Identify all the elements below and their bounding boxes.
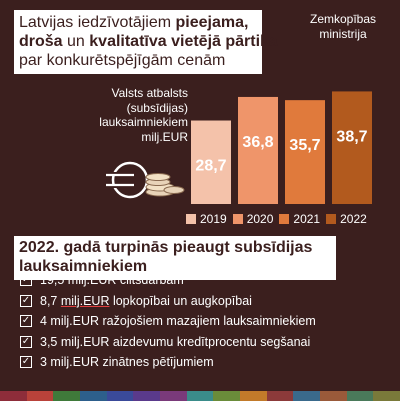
section-title-line-2: lauksaimniekiem — [19, 258, 148, 275]
list-item-text: 3,5 milj.EUR aizdevumu kredītprocentu se… — [40, 334, 311, 349]
color-strip-segment — [293, 391, 321, 401]
chart-y-label: Valsts atbalsts (subsīdijas) lauksaimnie… — [60, 86, 188, 144]
legend-item: 2022 — [326, 212, 367, 226]
list-item-text: 3 milj.EUR zinātnes pētījumiem — [40, 355, 214, 370]
section-title-box: 2022. gadā turpinās pieaugt subsīdijas l… — [14, 236, 336, 280]
list-item-text-part: lopkopībai un augkopībai — [109, 293, 252, 308]
color-strip-segment — [26, 391, 54, 401]
title-line-1: Latvijas iedzīvotājiem pieejama, — [19, 13, 257, 32]
list-item: ✓ 4 milj.EUR ražojošiem mazajiem lauksai… — [20, 311, 316, 332]
header-title-box: Latvijas iedzīvotājiem pieejama, droša u… — [14, 10, 278, 74]
bar-2022 — [332, 91, 372, 204]
bar-value-label: 36,8 — [242, 134, 273, 151]
bars-group: 28,7 36,8 35,7 38,7 — [191, 91, 372, 204]
color-strip-segment — [133, 391, 161, 401]
y-label-line: milj.EUR — [141, 129, 188, 144]
color-strip-segment — [106, 391, 134, 401]
list-item: ✓ 3 milj.EUR zinātnes pētījumiem — [20, 352, 316, 373]
ministry-line-1: Zemkopības — [309, 12, 377, 26]
bar-value-label: 38,7 — [336, 128, 367, 145]
color-strip-segment — [320, 391, 347, 401]
list-item: ✓ 3,5 milj.EUR aizdevumu kredītprocentu … — [20, 332, 316, 353]
title-bold-text: pieejama, — [175, 14, 249, 31]
list-item: ✓ 8,7 milj.EUR lopkopībai un augkopībai — [20, 291, 316, 312]
subsidy-list: ✓ 19,5 milj.EUR ciltsdarbam ✓ 8,7 milj.E… — [20, 270, 316, 373]
color-strip-segment — [0, 391, 27, 401]
bar-value-label: 28,7 — [195, 158, 226, 175]
ministry-line-2: ministrija — [319, 27, 367, 41]
ministry-label: Zemkopības ministrija — [298, 12, 388, 42]
bar-2021 — [285, 100, 325, 204]
title-text: Latvijas iedzīvotājiem — [19, 14, 176, 31]
section-title-line-1: 2022. gadā turpinās pieaugt subsīdijas — [19, 239, 313, 256]
color-strip-segment — [160, 391, 187, 401]
check-icon: ✓ — [20, 315, 32, 328]
legend-label: 2021 — [293, 212, 321, 226]
legend-label: 2022 — [340, 212, 367, 226]
color-strip-segment — [240, 391, 267, 401]
bar-value-label: 35,7 — [289, 137, 320, 154]
legend-swatch — [326, 214, 337, 224]
legend-item: 2021 — [279, 212, 320, 226]
legend-label: 2020 — [246, 212, 274, 226]
check-icon: ✓ — [20, 356, 32, 369]
color-strip-segment — [346, 391, 374, 401]
color-strip-segment — [53, 391, 81, 401]
title-text: un — [62, 33, 90, 50]
color-strip-segment — [80, 391, 107, 401]
legend-swatch — [279, 214, 290, 224]
title-line-2: droša un kvalitatīva vietējā pārtika — [19, 32, 278, 51]
check-icon: ✓ — [20, 335, 32, 348]
check-icon: ✓ — [20, 294, 32, 307]
list-item-text: 4 milj.EUR ražojošiem mazajiem lauksaimn… — [40, 314, 316, 329]
bar-2020 — [238, 96, 278, 204]
list-item: ✓ 19,5 milj.EUR ciltsdarbam — [20, 270, 316, 291]
legend-item: 2019 — [186, 212, 227, 226]
footer-color-strip — [0, 391, 400, 401]
color-strip-segment — [266, 391, 294, 401]
color-strip-segment — [373, 391, 400, 401]
euro-coins-icon — [106, 161, 185, 199]
list-item-text: 8,7 milj.EUR lopkopībai un augkopībai — [40, 294, 252, 308]
check-icon: ✓ — [20, 274, 32, 287]
list-item-text-underlined: milj.EUR — [60, 293, 110, 308]
color-strip-segment — [213, 391, 241, 401]
y-label-line: (subsīdijas) — [126, 100, 188, 115]
chart-legend: 2019 2020 2021 2022 — [186, 212, 367, 226]
legend-label: 2019 — [200, 212, 227, 226]
legend-item: 2020 — [232, 212, 274, 226]
title-bold-text: kvalitatīva vietējā pārtika — [89, 33, 278, 50]
bar-2019 — [191, 120, 231, 204]
title-bold-text: droša — [19, 33, 63, 50]
title-line-3: par konkurētspējīgām cenām — [19, 52, 226, 69]
legend-swatch — [232, 214, 243, 224]
color-strip-segment — [186, 391, 214, 401]
y-label-line: Valsts atbalsts — [111, 86, 188, 100]
legend-swatch — [186, 214, 196, 224]
list-item-text: 19,5 milj.EUR ciltsdarbam — [40, 273, 184, 288]
y-label-line: lauksaimniekiem — [99, 115, 188, 129]
list-item-text-part: 8,7 — [40, 293, 61, 308]
